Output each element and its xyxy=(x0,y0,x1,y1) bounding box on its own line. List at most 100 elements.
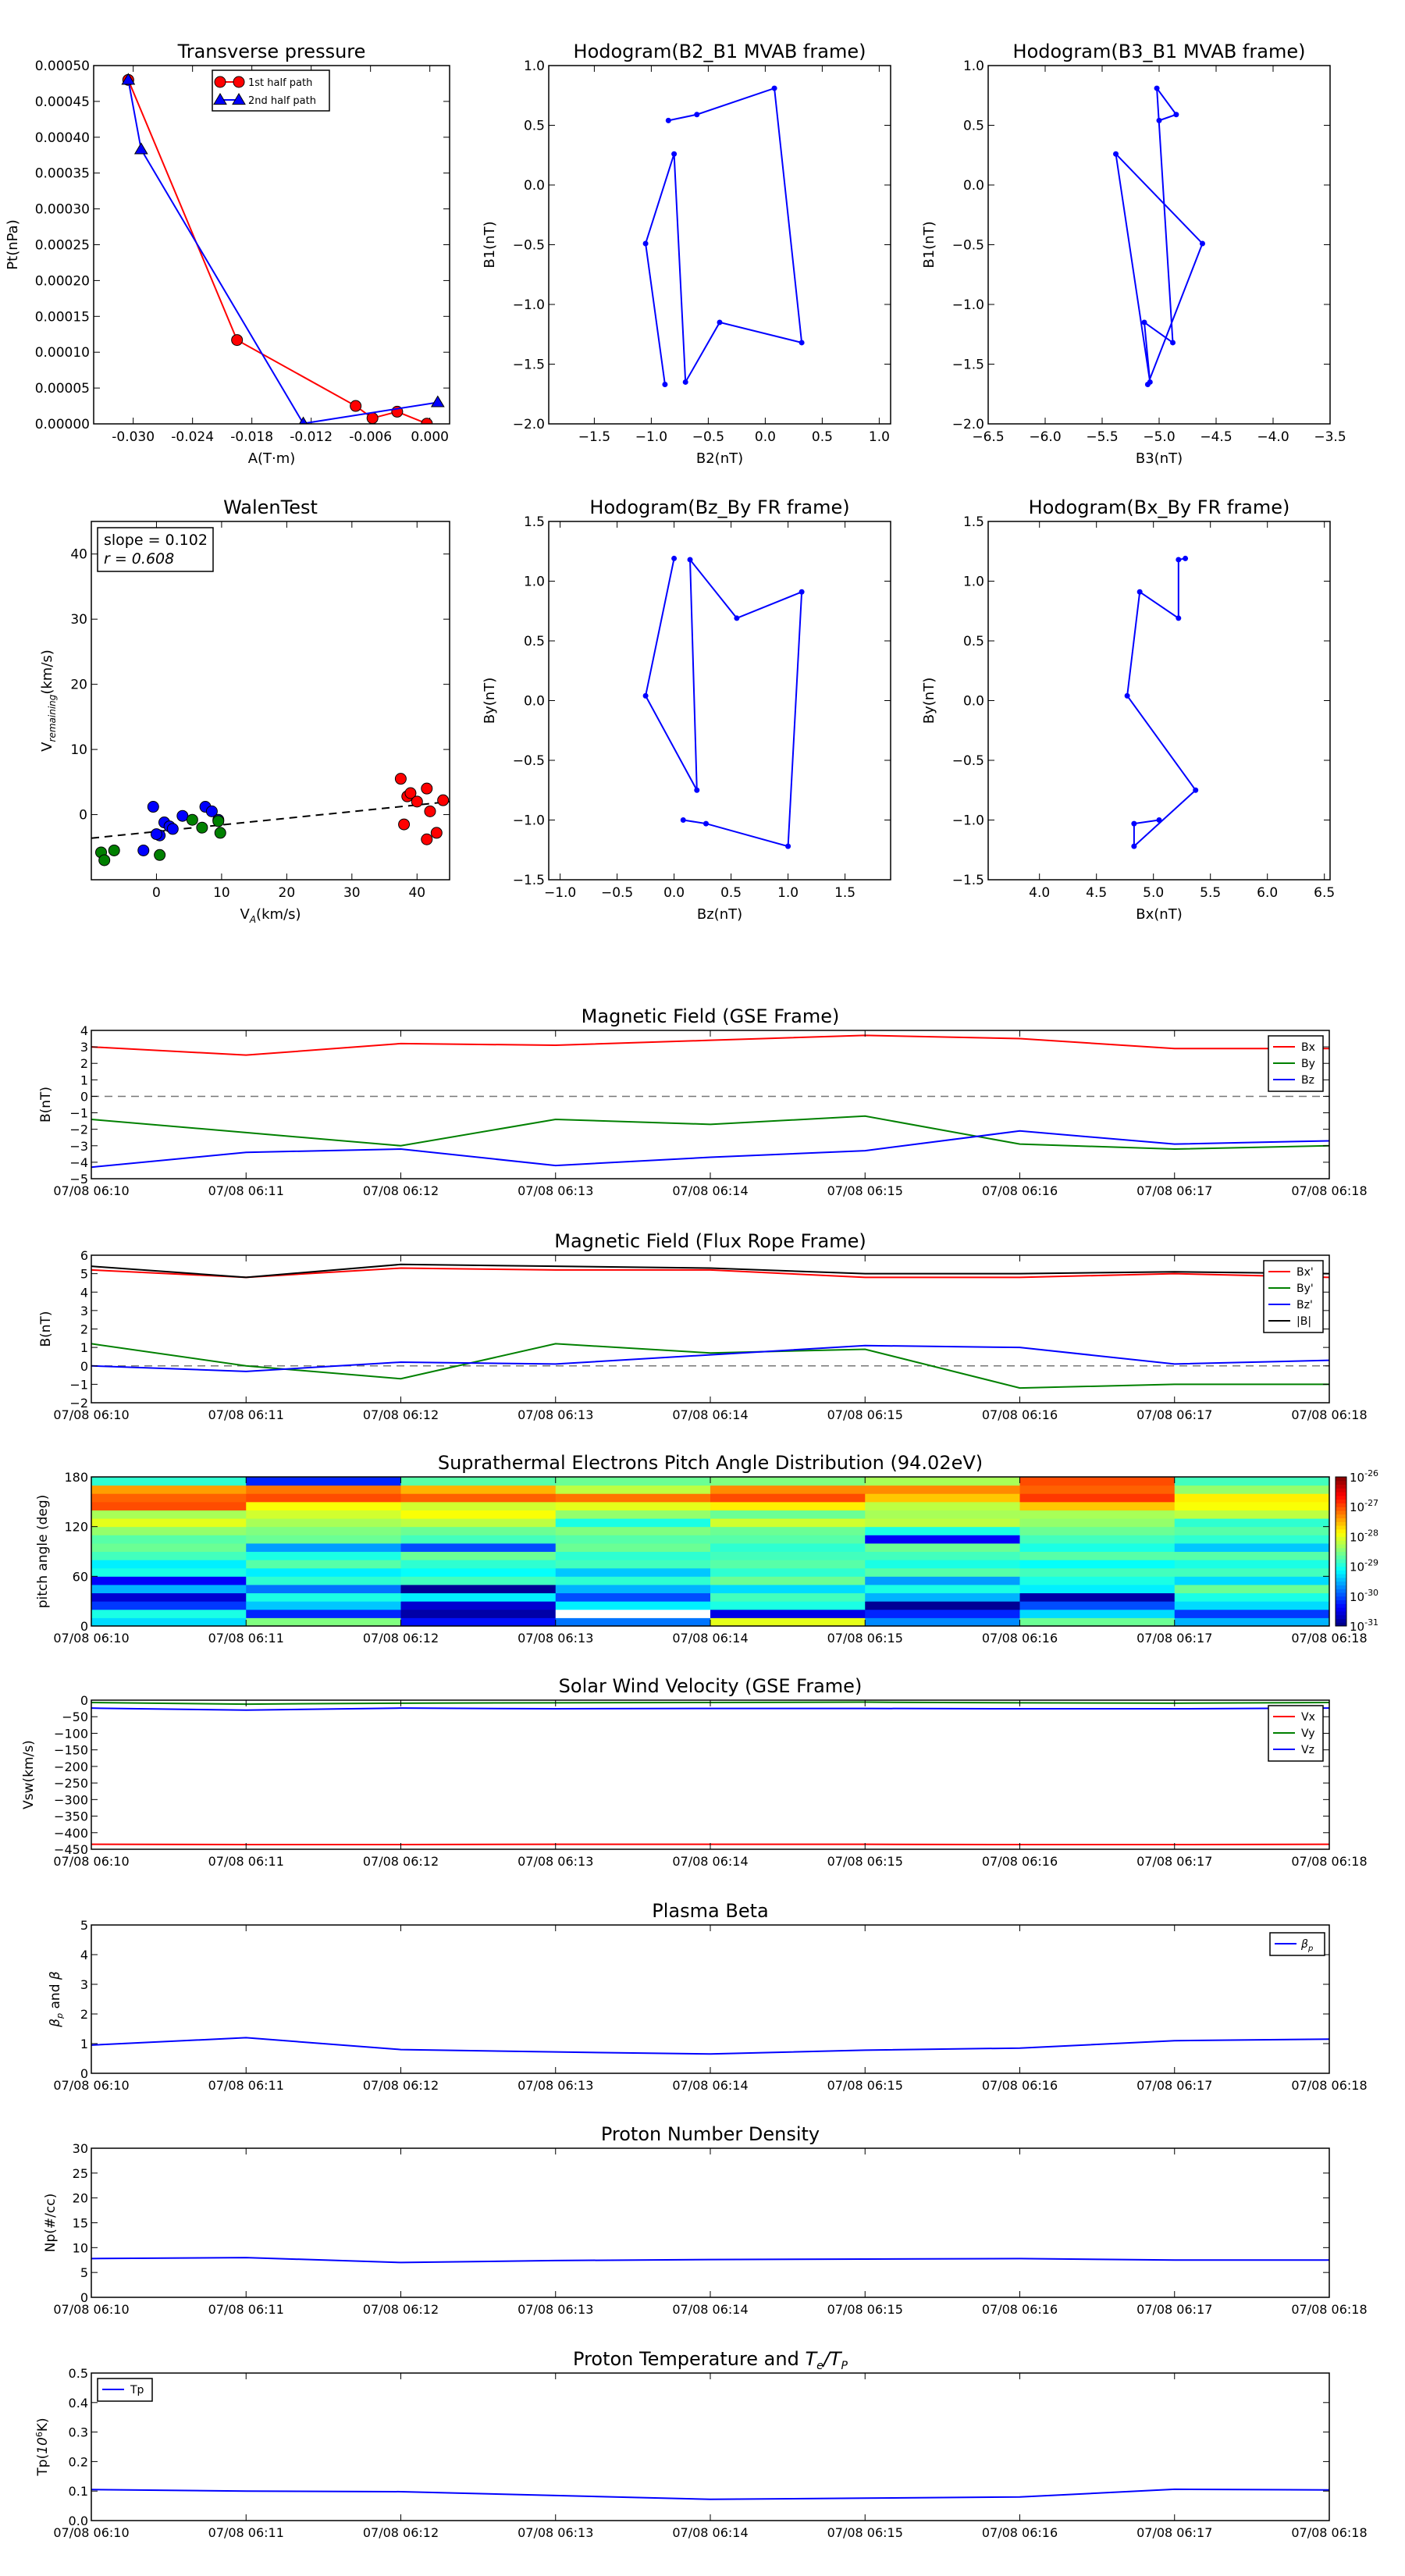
heatmap-cell xyxy=(91,1510,247,1519)
data-point xyxy=(411,795,423,808)
data-point xyxy=(166,823,179,835)
heatmap-cell xyxy=(1019,1501,1176,1510)
panel-transverse-pressure: Transverse pressure -0.030 -0.024 -0.018 -0.… xyxy=(5,41,450,467)
x-tick-label: 07/08 06:11 xyxy=(208,2302,284,2317)
annotation-box xyxy=(97,527,214,572)
y-tick-label: −0.5 xyxy=(513,238,545,254)
x-tick-label: 07/08 06:11 xyxy=(208,1407,284,1422)
y-tick-label: 3 xyxy=(80,1977,88,1992)
x-axis-label: Bx(nT) xyxy=(1136,906,1182,923)
y-tick-label: −1.5 xyxy=(952,873,984,888)
heatmap-cell xyxy=(400,1542,557,1552)
y-tick-label: −1 xyxy=(69,1106,88,1121)
y-tick-label: 0 xyxy=(80,1359,88,1374)
colorbar-segment xyxy=(1336,1555,1346,1560)
data-point xyxy=(694,787,700,793)
x-tick-label: 07/08 06:16 xyxy=(982,1854,1058,1869)
y-axis-label: B(nT) xyxy=(38,1311,54,1347)
heatmap-cell xyxy=(91,1526,247,1535)
x-tick-label: 07/08 06:12 xyxy=(363,2078,439,2093)
heatmap-cell xyxy=(865,1542,1020,1552)
y-tick-label: 20 xyxy=(70,678,87,693)
data-point xyxy=(717,319,723,326)
heatmap-cell xyxy=(710,1542,866,1552)
y-axis-label: Vsw(km/s) xyxy=(21,1740,37,1809)
colorbar-tick-exponent: -28 xyxy=(1364,1528,1378,1538)
heatmap-cell xyxy=(1174,1609,1330,1618)
data-point xyxy=(205,805,218,817)
data-point xyxy=(421,833,433,845)
data-point xyxy=(1131,820,1137,827)
y-tick-label: −400 xyxy=(54,1826,88,1841)
y-tick-label: 0 xyxy=(80,2290,88,2305)
line-series xyxy=(642,555,805,849)
y-tick-label: −1.5 xyxy=(513,358,545,373)
heatmap-cell xyxy=(91,1493,247,1503)
data-point xyxy=(702,820,709,827)
label-part: Tp( xyxy=(35,2454,51,2477)
y-tick-label: 0.0 xyxy=(963,694,984,710)
data-point xyxy=(785,843,791,849)
heatmap-cell xyxy=(400,1510,557,1519)
heatmap-cell xyxy=(1019,1560,1176,1569)
colorbar-tick-exponent: -27 xyxy=(1364,1498,1378,1508)
heatmap-cell xyxy=(865,1518,1020,1528)
y-tick-label: 0 xyxy=(80,1089,88,1104)
data-point xyxy=(154,849,166,861)
x-tick-label: 40 xyxy=(408,885,425,901)
y-tick-label: 40 xyxy=(70,547,87,563)
y-tick-label: −1.0 xyxy=(513,813,545,829)
legend-label: Tp xyxy=(130,2384,144,2396)
y-tick-label: 1.5 xyxy=(524,514,545,530)
data-point xyxy=(121,73,136,85)
heatmap-cell xyxy=(246,1567,401,1577)
heatmap-cell xyxy=(865,1560,1020,1569)
heatmap-cell xyxy=(710,1592,866,1602)
data-point xyxy=(1176,615,1182,621)
colorbar-tick-base: 10 xyxy=(1350,1530,1364,1544)
colorbar-segment xyxy=(1336,1618,1346,1623)
y-tick-label: 0.2 xyxy=(69,2454,88,2469)
x-axis-label: A(T·m) xyxy=(248,450,296,467)
heatmap-cell xyxy=(1019,1609,1176,1618)
heatmap-cell xyxy=(91,1551,247,1560)
heatmap-cell xyxy=(555,1493,711,1503)
x-tick-label: 07/08 06:16 xyxy=(982,1631,1058,1646)
colorbar-segment xyxy=(1336,1514,1346,1519)
colorbar-tick-label: 10-31 xyxy=(1350,1617,1378,1634)
y-tick-label: 5 xyxy=(80,1267,88,1282)
data-point xyxy=(196,821,208,834)
colorbar-segment xyxy=(1336,1488,1346,1493)
x-tick-label: −5.5 xyxy=(1086,429,1118,445)
heatmap-cell xyxy=(710,1485,866,1494)
x-tick-label: 07/08 06:13 xyxy=(518,1631,593,1646)
label-part: β xyxy=(1300,1938,1308,1951)
panel-mag-gse: Magnetic Field (GSE Frame) 07/08 06:10 07/… xyxy=(38,1005,1368,1198)
heatmap-cell xyxy=(1174,1477,1330,1486)
y-tick-label: 1 xyxy=(80,1073,88,1087)
y-tick-label: −2 xyxy=(69,1123,88,1137)
y-tick-label: 10 xyxy=(73,2240,88,2255)
colorbar-segment xyxy=(1336,1521,1346,1526)
series-line xyxy=(91,1707,1329,1711)
x-tick-label: 07/08 06:10 xyxy=(53,2302,129,2317)
series-line xyxy=(91,2488,1329,2500)
panel-pitch-angle: Suprathermal Electrons Pitch Angle Distr… xyxy=(35,1452,1378,1646)
colorbar-tick-label: 10-28 xyxy=(1350,1528,1378,1544)
heatmap-cell xyxy=(555,1592,711,1602)
colorbar-tick-label: 10-26 xyxy=(1350,1468,1378,1485)
heatmap-cell xyxy=(1174,1518,1330,1528)
heatmap-cell xyxy=(400,1617,557,1627)
x-tick-label: 07/08 06:10 xyxy=(53,2078,129,2093)
colorbar-segment xyxy=(1336,1622,1346,1627)
legend-label: Vy xyxy=(1301,1727,1315,1740)
chart-title: Transverse pressure xyxy=(177,41,366,62)
heatmap-cell xyxy=(555,1584,711,1594)
heatmap-cell xyxy=(555,1518,711,1528)
heatmap-cell xyxy=(555,1485,711,1494)
heatmap-cell xyxy=(555,1567,711,1577)
y-tick-label: 0.00015 xyxy=(35,309,90,325)
data-point xyxy=(214,76,226,88)
series-line xyxy=(91,1267,1329,1279)
x-tick-label: 07/08 06:15 xyxy=(827,1183,903,1198)
